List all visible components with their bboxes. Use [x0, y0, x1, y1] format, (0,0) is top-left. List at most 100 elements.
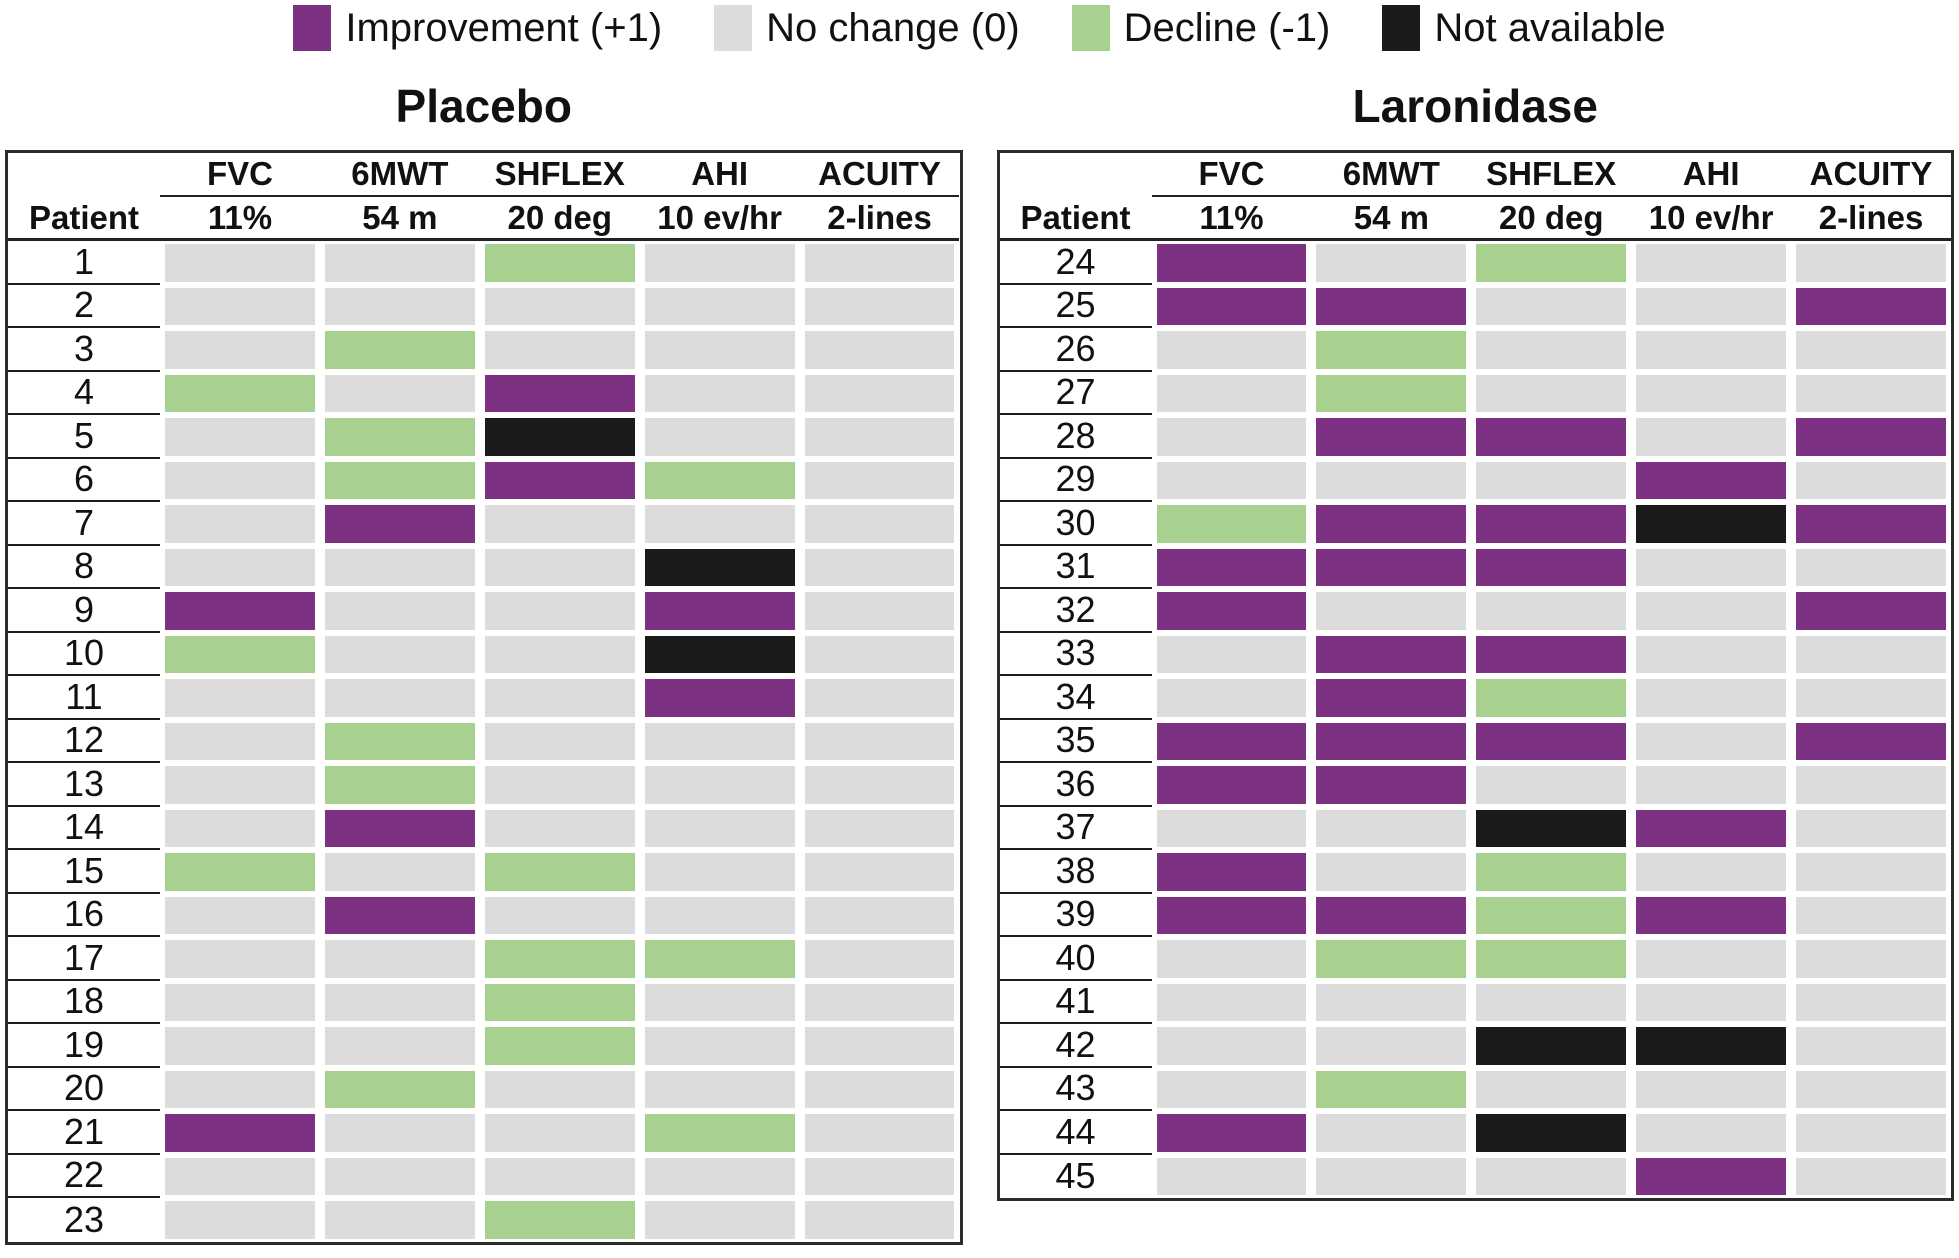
value-fill [1476, 766, 1627, 804]
value-cell [479, 1111, 640, 1155]
value-cell [479, 284, 640, 328]
patient-number: 35 [999, 719, 1152, 763]
value-fill [1796, 635, 1946, 673]
value-cell [319, 893, 480, 937]
value-cell [319, 806, 480, 850]
panel-placebo: Placebo FVC 6MWT SHFLEX AHI ACUITY Patient 11%… [5, 62, 963, 1245]
value-cell [479, 1154, 640, 1198]
value-fill [1316, 940, 1467, 978]
value-cell [1631, 763, 1792, 807]
value-fill [804, 983, 955, 1021]
value-fill [1156, 983, 1307, 1021]
value-cell [1151, 284, 1312, 328]
value-fill [644, 287, 795, 325]
value-fill [165, 1114, 315, 1152]
value-cell [479, 632, 640, 676]
value-cell [1311, 676, 1472, 720]
patient-number: 29 [999, 458, 1152, 502]
value-fill [1636, 1027, 1787, 1065]
value-cell [1471, 1154, 1632, 1198]
value-cell [1311, 1111, 1472, 1155]
patient-number: 2 [8, 284, 160, 328]
value-cell [319, 1198, 480, 1242]
value-fill [165, 331, 315, 369]
value-fill [1636, 374, 1787, 412]
value-cell [1631, 676, 1792, 720]
value-fill [484, 722, 635, 760]
patient-number: 32 [999, 589, 1152, 633]
value-fill [1476, 853, 1627, 891]
value-fill [1636, 809, 1787, 847]
value-fill [1796, 548, 1946, 586]
value-fill [324, 809, 475, 847]
patient-number: 39 [999, 893, 1152, 937]
patient-number: 45 [999, 1154, 1152, 1198]
value-cell [1791, 676, 1951, 720]
value-fill [804, 418, 955, 456]
outcome-table-laronidase: FVC 6MWT SHFLEX AHI ACUITY Patient 11% 54 m 20 d… [996, 150, 1954, 1201]
value-cell [799, 241, 960, 285]
row-header-patient-placebo: Patient [8, 197, 160, 241]
value-fill [1796, 592, 1946, 630]
value-cell [1151, 458, 1312, 502]
value-cell [1631, 719, 1792, 763]
value-fill [165, 287, 315, 325]
value-fill [1796, 461, 1946, 499]
value-cell [1791, 371, 1951, 415]
value-cell [1471, 1111, 1632, 1155]
value-cell [1471, 893, 1632, 937]
value-cell [1311, 1067, 1472, 1111]
value-fill [165, 940, 315, 978]
value-cell [1631, 632, 1792, 676]
value-fill [324, 548, 475, 586]
legend-item-no-change: No change (0) [714, 5, 1020, 51]
value-fill [644, 1070, 795, 1108]
value-fill [644, 461, 795, 499]
value-cell [1631, 545, 1792, 589]
value-fill [165, 853, 315, 891]
value-fill [1476, 1070, 1627, 1108]
value-cell [1631, 1111, 1792, 1155]
value-cell [319, 980, 480, 1024]
value-cell [160, 502, 320, 546]
value-cell [1151, 980, 1312, 1024]
value-cell [639, 545, 800, 589]
value-cell [319, 371, 480, 415]
value-fill [644, 940, 795, 978]
value-fill [1476, 1114, 1627, 1152]
value-cell [160, 371, 320, 415]
value-cell [799, 676, 960, 720]
corner-cell-laronidase [1000, 153, 1152, 197]
value-fill [1476, 287, 1627, 325]
value-cell [160, 763, 320, 807]
threshold-fvc: 11% [1151, 197, 1312, 241]
value-fill [804, 548, 955, 586]
value-cell [799, 328, 960, 372]
value-cell [479, 937, 640, 981]
value-cell [1311, 850, 1472, 894]
value-cell [1471, 806, 1632, 850]
value-fill [165, 548, 315, 586]
value-fill [1476, 331, 1627, 369]
value-cell [1791, 806, 1951, 850]
value-fill [1156, 896, 1307, 934]
value-fill [1476, 505, 1627, 543]
patient-number: 31 [999, 545, 1152, 589]
value-fill [1636, 983, 1787, 1021]
value-fill [1636, 331, 1787, 369]
value-cell [1631, 1024, 1792, 1068]
value-cell [1631, 371, 1792, 415]
value-fill [804, 287, 955, 325]
value-fill [1636, 896, 1787, 934]
value-cell [799, 1024, 960, 1068]
value-fill [324, 896, 475, 934]
value-fill [804, 1027, 955, 1065]
value-fill [484, 766, 635, 804]
value-fill [1316, 505, 1467, 543]
patient-number: 30 [999, 502, 1152, 546]
value-cell [799, 893, 960, 937]
value-fill [1636, 548, 1787, 586]
value-cell [319, 1024, 480, 1068]
value-cell [1631, 937, 1792, 981]
value-cell [1151, 328, 1312, 372]
